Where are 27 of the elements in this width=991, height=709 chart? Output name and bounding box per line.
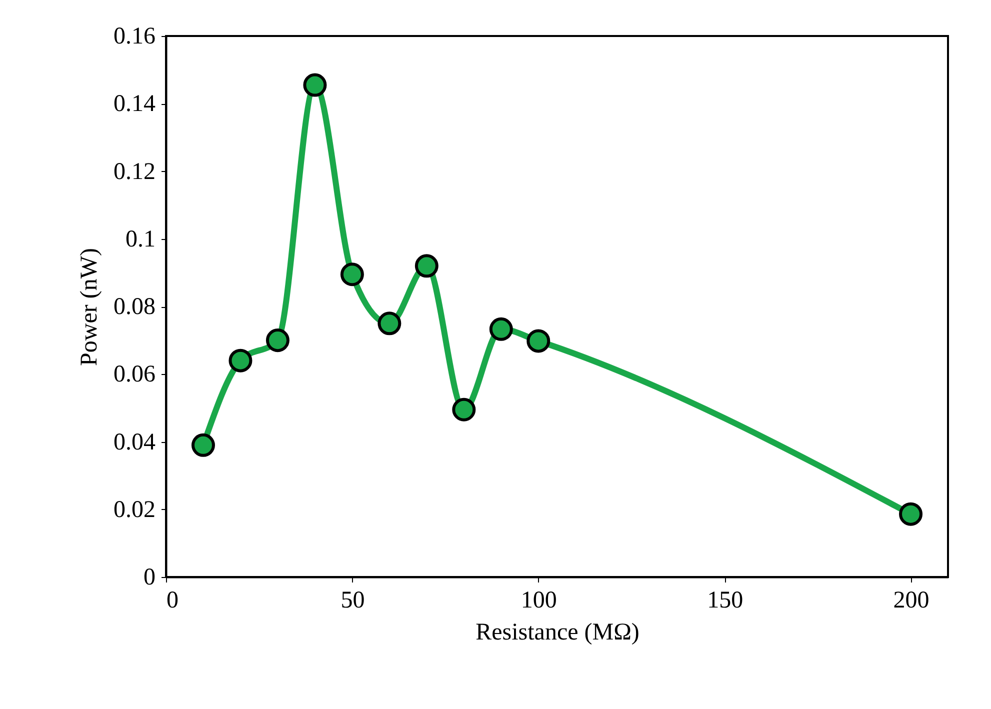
y-tick-label: 0 xyxy=(144,564,156,590)
y-tick-label: 0.04 xyxy=(114,429,156,456)
point xyxy=(414,254,438,278)
y-tick-label: 0.08 xyxy=(114,294,156,320)
point xyxy=(378,312,402,336)
y-tick-label: 0.14 xyxy=(114,91,156,118)
y-tick-label: 0.16 xyxy=(114,24,156,50)
x-tick-label: 0 xyxy=(166,588,178,614)
point xyxy=(228,348,252,372)
point xyxy=(303,73,327,97)
y-tick-label: 0.12 xyxy=(114,158,156,185)
point xyxy=(526,329,550,353)
point xyxy=(340,262,364,286)
y-tick-label: 0.02 xyxy=(114,496,156,523)
x-tick-label: 150 xyxy=(707,588,744,614)
y-tick-label: 0.1 xyxy=(126,226,156,252)
point xyxy=(452,398,476,422)
point xyxy=(266,328,290,352)
x-tick-label: 100 xyxy=(520,588,557,614)
x-tick-label: 200 xyxy=(893,588,930,614)
x-tick-label: 50 xyxy=(340,588,365,614)
y-tick-label: 0.06 xyxy=(114,362,156,388)
point xyxy=(489,317,513,341)
y-axis-title: Power (nW) xyxy=(76,248,102,366)
point xyxy=(899,502,923,526)
point xyxy=(191,433,215,457)
x-axis-title: Resistance (MΩ) xyxy=(476,620,640,646)
